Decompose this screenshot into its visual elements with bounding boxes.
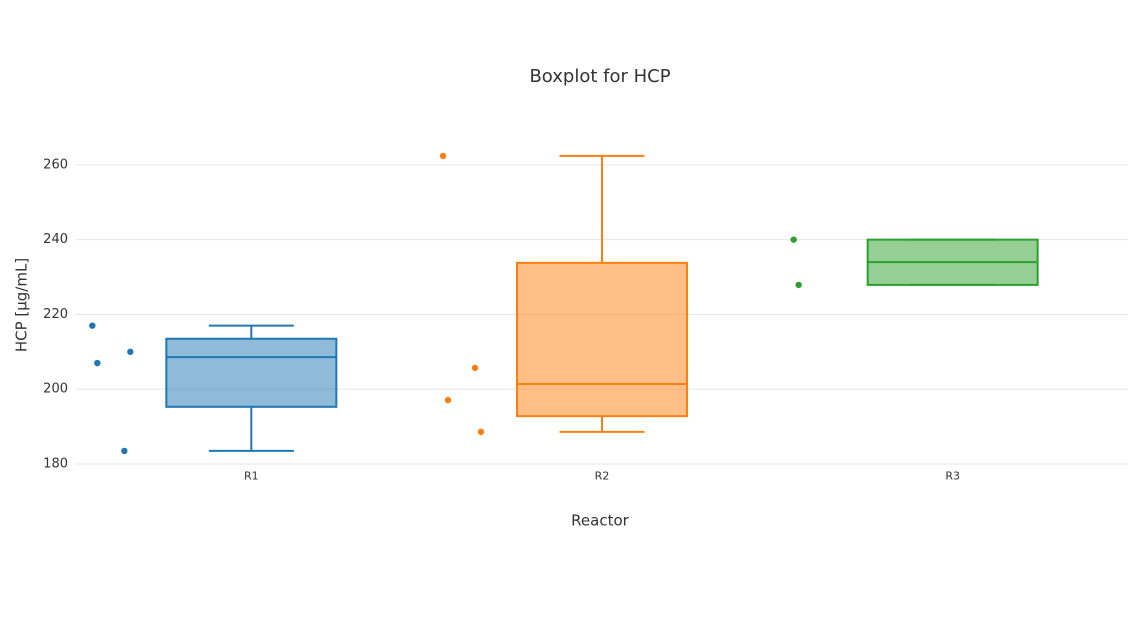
- data-point: [790, 236, 797, 243]
- data-point: [439, 152, 447, 160]
- x-tick-label: R2: [595, 470, 610, 483]
- data-point: [444, 396, 452, 404]
- x-tick-label: R1: [244, 470, 259, 483]
- y-tick-label: 220: [43, 307, 68, 322]
- data-point: [477, 428, 485, 436]
- data-point: [121, 447, 128, 455]
- box: [516, 261, 688, 418]
- data-point: [795, 281, 802, 289]
- y-axis-label: HCP [µg/mL]: [13, 258, 31, 352]
- y-tick-label: 260: [43, 157, 68, 172]
- x-tick-label: R3: [945, 470, 960, 483]
- y-tick-label: 180: [43, 457, 68, 472]
- box: [165, 337, 338, 408]
- x-axis-label: Reactor: [571, 512, 629, 530]
- data-point: [94, 359, 101, 367]
- data-point: [127, 348, 134, 356]
- chart-title: Boxplot for HCP: [529, 66, 670, 87]
- data-point: [89, 322, 96, 329]
- data-point: [471, 364, 479, 372]
- y-tick-label: 200: [43, 382, 68, 397]
- y-tick-label: 240: [43, 232, 68, 247]
